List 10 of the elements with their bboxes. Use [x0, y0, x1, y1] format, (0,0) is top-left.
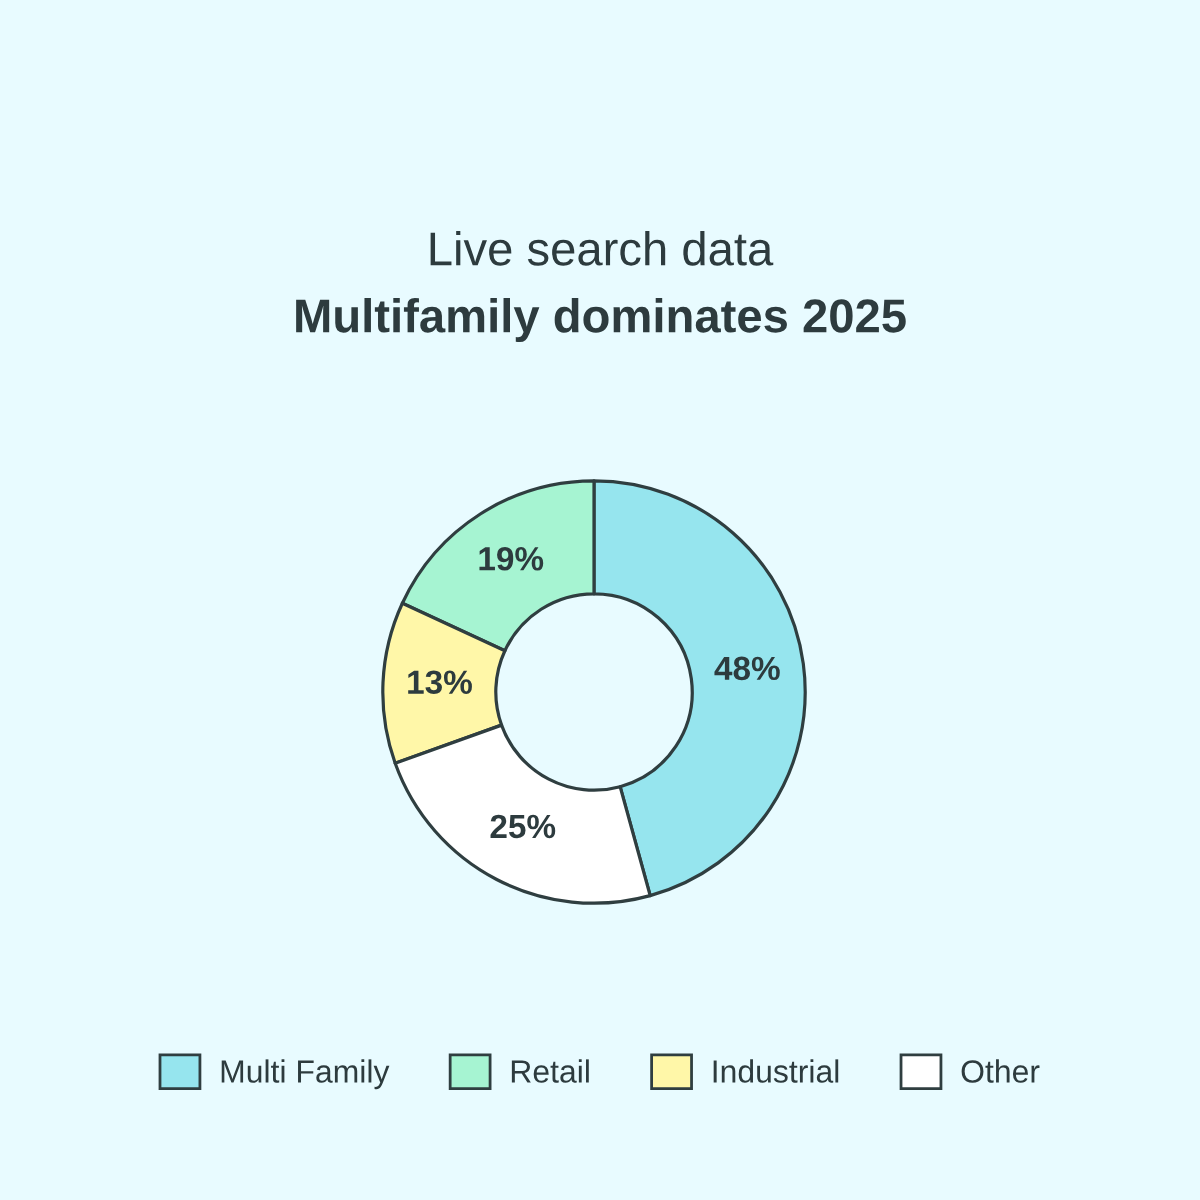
data-label: 13%: [408, 670, 472, 695]
legend-label: Other: [961, 1059, 1040, 1083]
legend-label: Retail: [511, 1059, 589, 1083]
legend-label: Multi Family: [221, 1059, 390, 1090]
legend-label: Industrial: [713, 1059, 839, 1083]
chart-subtitle: Multifamily dominates 2025: [296, 297, 906, 343]
data-label: 48%: [714, 656, 780, 681]
data-label: 25%: [490, 814, 556, 839]
data-label: 19%: [479, 546, 544, 571]
chart-title: Live search data: [430, 230, 774, 266]
